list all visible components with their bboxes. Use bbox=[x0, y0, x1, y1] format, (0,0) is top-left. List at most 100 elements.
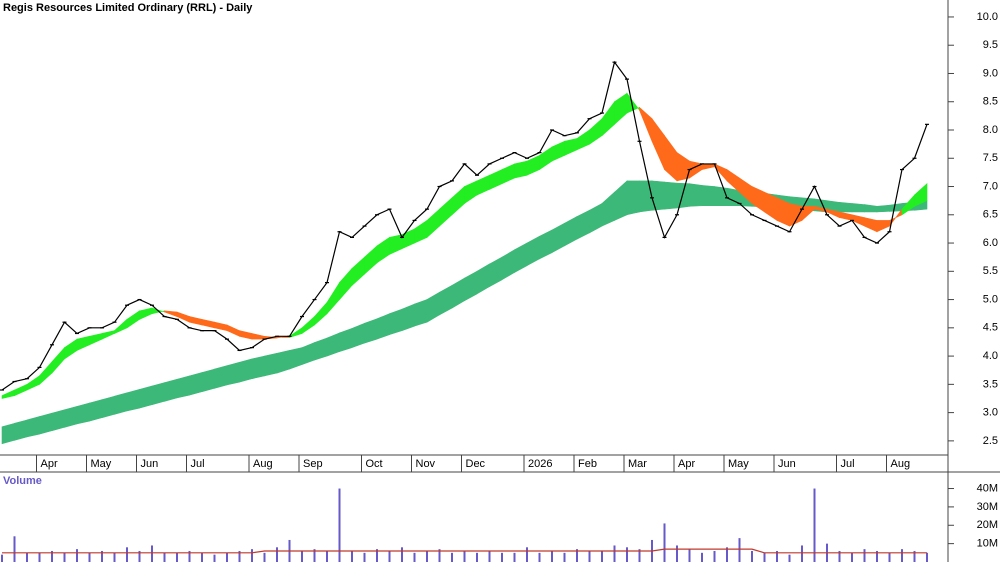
volume-bar bbox=[613, 545, 616, 562]
volume-bar bbox=[513, 552, 516, 562]
volume-bar bbox=[376, 549, 378, 562]
volume-bar bbox=[101, 550, 103, 562]
volume-bar bbox=[151, 545, 153, 562]
volume-bar bbox=[626, 547, 628, 562]
x-tick-label: Nov bbox=[416, 458, 436, 470]
y-tick-label: 6.0 bbox=[983, 237, 998, 249]
y-tick-label: 8.5 bbox=[983, 96, 998, 108]
volume-bar bbox=[276, 547, 278, 562]
volume-bar bbox=[538, 552, 541, 562]
volume-bar bbox=[338, 488, 341, 562]
ribbon-segment bbox=[276, 350, 290, 374]
volume-bar bbox=[201, 552, 203, 562]
ribbon-segment bbox=[889, 203, 903, 212]
volume-bar bbox=[26, 552, 28, 562]
volume-bar bbox=[238, 550, 241, 562]
ribbon-segment bbox=[176, 375, 190, 399]
ribbon-segment bbox=[51, 409, 65, 432]
volume-bar bbox=[88, 552, 91, 562]
volume-bar bbox=[438, 549, 441, 562]
volume-bar bbox=[313, 549, 316, 562]
ribbon-segment bbox=[151, 382, 165, 406]
volume-bar bbox=[801, 545, 803, 562]
volume-bar bbox=[388, 550, 391, 562]
volume-bar bbox=[838, 550, 841, 562]
volume-bar bbox=[13, 536, 16, 562]
ribbon-segment bbox=[251, 355, 265, 380]
x-tick-label: Mar bbox=[628, 458, 647, 470]
volume-panel: 10M 20M 30M 40M bbox=[1, 482, 998, 562]
volume-bar bbox=[1, 554, 3, 562]
x-tick-label: Aug bbox=[253, 458, 273, 470]
ribbon-segment bbox=[914, 183, 928, 207]
volume-bar bbox=[51, 550, 53, 562]
y-tick-label: 7.0 bbox=[983, 180, 998, 192]
y-tick-label: 20M bbox=[977, 519, 998, 531]
ribbon-segment bbox=[839, 202, 853, 213]
y-tick-label: 4.5 bbox=[983, 322, 998, 334]
volume-bar bbox=[76, 549, 78, 562]
volume-bar bbox=[463, 550, 466, 562]
volume-bar bbox=[401, 547, 403, 562]
ribbon-segment bbox=[264, 352, 278, 377]
volume-bar bbox=[501, 552, 503, 562]
x-tick-label: Jun bbox=[778, 458, 796, 470]
y-tick-label: 5.0 bbox=[983, 293, 998, 305]
volume-bar bbox=[263, 552, 266, 562]
ribbon-segment bbox=[876, 204, 890, 213]
ribbon-segment bbox=[676, 182, 690, 209]
price-panel: 2.5 3.0 3.5 4.0 4.5 5.0 5.5 6.0 6.5 7.0 7.5 8.0 8.5 9… bbox=[0, 11, 998, 472]
ribbon-segment bbox=[76, 402, 90, 425]
volume-bar bbox=[576, 549, 578, 562]
x-tick-label: Aug bbox=[891, 458, 911, 470]
x-tick-label: Jul bbox=[191, 458, 205, 470]
y-tick-label: 9.0 bbox=[983, 67, 998, 79]
volume-bar bbox=[888, 552, 891, 562]
x-tick-label: May bbox=[91, 458, 112, 470]
ribbon-segment bbox=[689, 183, 703, 207]
volume-bar bbox=[226, 552, 228, 562]
volume-bar bbox=[676, 545, 678, 562]
volume-bar bbox=[563, 552, 566, 562]
volume-bar bbox=[863, 549, 866, 562]
volume-bar bbox=[363, 552, 366, 562]
volume-bar bbox=[476, 552, 478, 562]
ribbon-segment bbox=[64, 405, 78, 428]
ribbon-segment bbox=[201, 368, 215, 393]
y-tick-label: 10.0 bbox=[977, 11, 998, 23]
volume-bar bbox=[551, 550, 553, 562]
volume-bar bbox=[326, 550, 328, 562]
chart-title: Regis Resources Limited Ordinary (RRL) -… bbox=[3, 2, 253, 14]
ribbon-segment bbox=[389, 308, 403, 336]
volume-bar bbox=[738, 538, 741, 562]
volume-bar bbox=[188, 550, 191, 562]
x-tick-label: Jul bbox=[841, 458, 855, 470]
ribbon-segment bbox=[664, 181, 678, 210]
volume-bar bbox=[788, 554, 791, 562]
ribbon-segment bbox=[189, 372, 203, 396]
y-tick-label: 6.5 bbox=[983, 209, 998, 221]
ribbon-segment bbox=[714, 186, 728, 207]
x-tick-label: Oct bbox=[366, 458, 383, 470]
y-tick-label: 3.0 bbox=[983, 407, 998, 419]
ribbon-segment bbox=[164, 378, 178, 402]
x-tick-label: Dec bbox=[466, 458, 486, 470]
volume-bar bbox=[638, 549, 641, 562]
volume-bar bbox=[176, 552, 178, 562]
ribbon-segment bbox=[851, 203, 865, 213]
volume-bar bbox=[113, 552, 116, 562]
volume-bar bbox=[701, 552, 703, 562]
x-tick-label: 2026 bbox=[528, 458, 552, 470]
ribbon-segment bbox=[651, 180, 665, 211]
x-tick-label: Jun bbox=[141, 458, 159, 470]
ribbon-segment bbox=[414, 299, 428, 327]
volume-bar bbox=[913, 550, 916, 562]
y-tick-label: 7.5 bbox=[983, 152, 998, 164]
volume-bar bbox=[251, 549, 253, 562]
volume-bar bbox=[488, 550, 491, 562]
ribbon-segment bbox=[126, 389, 140, 412]
volume-bar bbox=[588, 550, 591, 562]
ribbon-segment bbox=[639, 180, 653, 213]
volume-title: Volume bbox=[3, 475, 42, 487]
